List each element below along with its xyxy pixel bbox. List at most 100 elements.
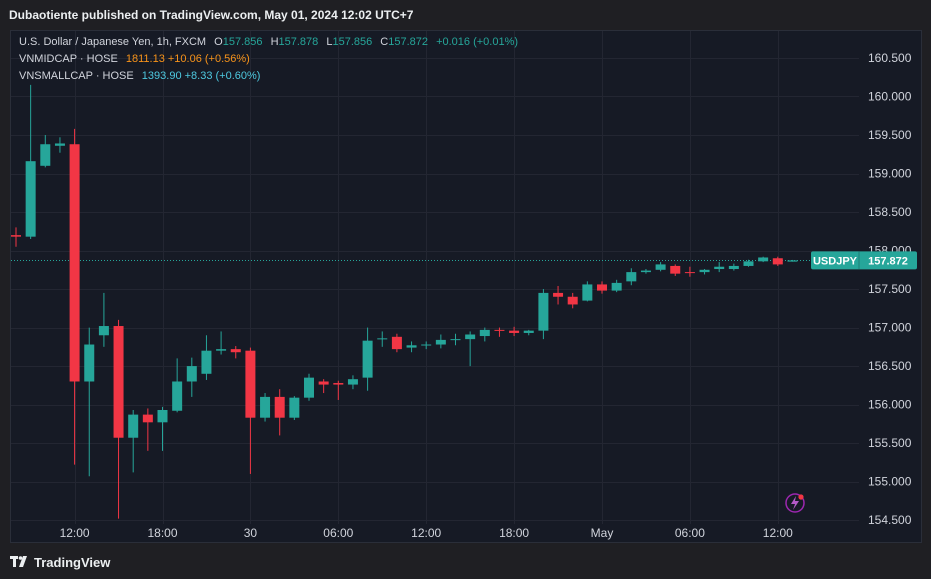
x-tick-label: May — [591, 526, 614, 540]
candle-body — [553, 292, 564, 297]
x-tick-label: 06:00 — [323, 526, 353, 540]
candle-body — [640, 270, 651, 273]
candle-body — [113, 326, 124, 438]
candle-body — [772, 258, 783, 265]
lightning-icon-ring[interactable] — [785, 493, 805, 513]
candle-body — [54, 143, 65, 146]
candle-body — [304, 377, 314, 398]
candle-body — [787, 260, 798, 262]
candle-body — [157, 409, 168, 423]
x-tick-label: 18:00 — [499, 526, 529, 540]
candle-body — [25, 161, 36, 237]
y-tick-label: 160.000 — [868, 89, 912, 103]
tradingview-logo-icon — [10, 556, 27, 567]
legend-vnsmallcap-name: VNSMALLCAP · HOSE — [19, 70, 134, 82]
candle-body — [128, 414, 139, 438]
y-tick-label: 159.500 — [868, 128, 912, 142]
candle-body — [626, 272, 637, 282]
candle-body — [230, 349, 241, 353]
candle-body — [582, 284, 593, 301]
legend-vnsmallcap-value: 1393.90 +8.33 (+0.60%) — [141, 70, 261, 82]
candle-body — [538, 292, 549, 331]
legend-symbol: U.S. Dollar / Japanese Yen, 1h, FXCM — [19, 36, 207, 48]
x-tick-label: 06:00 — [675, 526, 705, 540]
candle-body — [597, 284, 607, 291]
candle-body — [435, 339, 446, 345]
candle-body — [40, 144, 51, 166]
candle-body — [670, 265, 681, 274]
legend-vnmidcap-value: 1811.13 +10.06 (+0.56%) — [125, 53, 250, 65]
candle-body — [450, 339, 461, 341]
legend-main: U.S. Dollar / Japanese Yen, 1h, FXCM O15… — [19, 36, 523, 48]
candle-body — [98, 326, 109, 336]
candle-body — [347, 379, 358, 385]
candle-body — [479, 329, 490, 337]
lightning-icon[interactable] — [791, 496, 799, 510]
candle-body — [699, 269, 710, 273]
legend-open-label: O — [214, 36, 223, 48]
candle-body — [728, 265, 739, 270]
candle-body — [69, 144, 80, 382]
candle-body — [201, 350, 212, 374]
candle-body — [142, 414, 153, 423]
candle-body — [567, 296, 578, 305]
y-tick-label: 155.000 — [868, 475, 912, 489]
x-tick-label: 12:00 — [411, 526, 441, 540]
candle-body — [11, 235, 21, 237]
candle-body — [655, 264, 666, 270]
legend-low: 157.856 — [332, 36, 373, 48]
chart-pane[interactable]: 154.500 155.000 155.500 156.000 156.500 157.0… — [10, 30, 922, 543]
candle-body — [611, 282, 622, 291]
y-tick-label: 157.500 — [868, 282, 912, 296]
y-tick-label: 160.500 — [868, 51, 912, 65]
x-tick-label: 12:00 — [60, 526, 90, 540]
candle-body — [391, 336, 402, 350]
legend-close: 157.872 — [388, 36, 429, 48]
candle-body — [260, 396, 271, 418]
y-tick-label: 158.500 — [868, 205, 912, 219]
x-tick-label: 12:00 — [763, 526, 793, 540]
candlestick-chart[interactable]: 154.500 155.000 155.500 156.000 156.500 157.0… — [11, 31, 921, 542]
price-tag-symbol: USDJPY — [813, 255, 858, 267]
tradingview-brand: TradingView — [34, 554, 111, 570]
candle-body — [758, 257, 769, 262]
candle-body — [714, 266, 725, 270]
candle-body — [465, 334, 476, 340]
legend-vnmidcap: VNMIDCAP · HOSE 1811.13 +10.06 (+0.56%) — [19, 53, 255, 65]
tradingview-footer[interactable]: TradingView — [10, 550, 110, 574]
price-tag — [811, 251, 917, 270]
candle-body — [509, 330, 520, 333]
legend-high: 157.878 — [278, 36, 319, 48]
candle-body — [172, 381, 183, 411]
candle-body — [362, 340, 373, 378]
candle-body — [523, 330, 534, 333]
candle-body — [684, 272, 695, 274]
legend-vnmidcap-name: VNMIDCAP · HOSE — [19, 53, 118, 65]
legend-close-label: C — [380, 36, 389, 48]
candle-body — [318, 381, 329, 385]
candle-body — [743, 261, 754, 266]
legend-high-label: H — [270, 36, 279, 48]
legend-open: 157.856 — [222, 36, 263, 48]
candle-body — [377, 338, 388, 340]
y-tick-label: 156.000 — [868, 398, 912, 412]
notification-dot — [798, 494, 804, 500]
legend-low-label: L — [326, 36, 333, 48]
candle-body — [494, 329, 505, 331]
candle-body — [406, 345, 417, 348]
candle-body — [333, 383, 344, 385]
legend-change: +0.016 (+0.01%) — [436, 36, 519, 48]
candle-body — [84, 344, 95, 382]
x-tick-label: 30 — [244, 526, 258, 540]
y-tick-label: 156.500 — [868, 359, 912, 373]
legend-vnsmallcap: VNSMALLCAP · HOSE 1393.90 +8.33 (+0.60%) — [19, 70, 265, 82]
candle-body — [289, 397, 300, 418]
y-tick-label: 157.000 — [868, 321, 912, 335]
candle-body — [245, 350, 256, 418]
y-tick-label: 155.500 — [868, 436, 912, 450]
price-tag-value: 157.872 — [868, 255, 908, 267]
y-tick-label: 154.500 — [868, 513, 912, 527]
x-tick-label: 18:00 — [147, 526, 177, 540]
candle-body — [186, 366, 197, 382]
candle-body — [421, 344, 432, 346]
